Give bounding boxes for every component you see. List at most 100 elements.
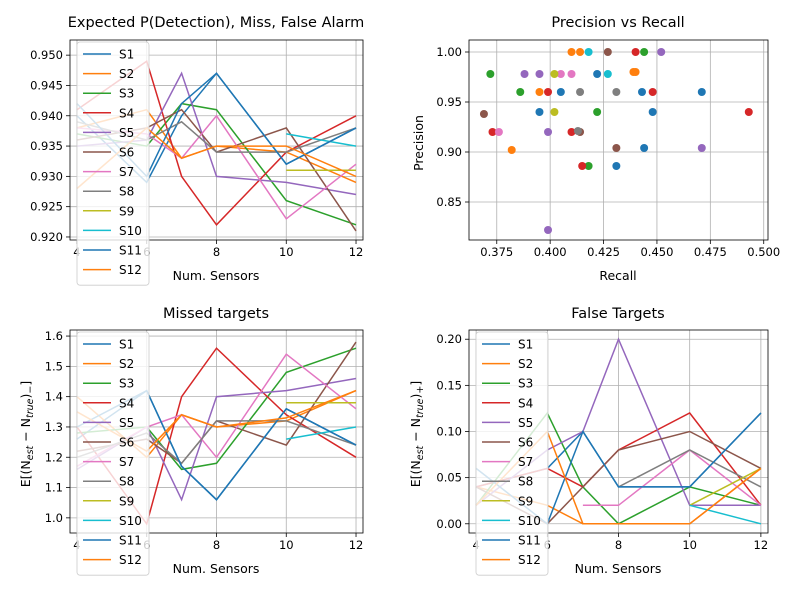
legend-label: S3	[518, 377, 533, 391]
scatter-point-s1	[556, 88, 565, 96]
axes-frame	[468, 39, 769, 241]
y-tick-label: 1.4	[45, 390, 63, 404]
scatter-point-s4	[648, 88, 657, 96]
legend-label: S7	[119, 455, 134, 469]
y-axis-label: E[(Nest − Ntrue)+]	[408, 381, 426, 488]
legend-label: S1	[518, 338, 533, 352]
legend-label: S12	[119, 263, 142, 277]
legend-label: S8	[119, 185, 134, 199]
scatter-point-s5	[535, 70, 544, 78]
scatter-point-s8	[612, 88, 621, 96]
y-tick-label: 1.0	[45, 511, 63, 525]
panel-title: False Targets	[571, 306, 664, 322]
legend-label: S9	[119, 204, 134, 218]
x-tick-label: 0.475	[694, 245, 727, 259]
scatter-point-s6	[612, 144, 621, 152]
panel-false-targets: False Targets Num. Sensors E[(Nest − Ntr…	[408, 306, 769, 576]
x-axis-label: Num. Sensors	[173, 268, 260, 283]
y-tick-label: 0.945	[30, 78, 63, 92]
legend-label: S4	[119, 396, 134, 410]
panel-title: Missed targets	[163, 306, 269, 322]
y-axis-label: E[(Nest − Ntrue)−]	[18, 381, 36, 488]
panel-title: Precision vs Recall	[551, 15, 684, 31]
legend-label: S5	[119, 126, 134, 140]
scatter-point-s4	[631, 48, 640, 56]
y-tick-label: 1.5	[45, 359, 63, 373]
legend-label: S12	[518, 553, 541, 567]
series-line-s10	[689, 504, 762, 525]
legend-label: S6	[518, 436, 533, 450]
legend-label: S7	[119, 165, 134, 179]
legend-label: S5	[518, 416, 533, 430]
y-axis-label: Precision	[411, 115, 426, 171]
x-tick-label: 0.500	[747, 245, 780, 259]
x-tick-label: 10	[279, 538, 294, 552]
scatter-point-s1	[648, 108, 657, 116]
series-line-s7	[582, 449, 762, 507]
x-tick-label: 8	[615, 538, 622, 552]
legend-label: S4	[119, 106, 134, 120]
y-tick-label: 0.930	[30, 169, 63, 183]
scatter-point-s5	[697, 144, 706, 152]
scatter-point-s5	[544, 128, 553, 136]
scatter-point-s1	[640, 144, 649, 152]
y-tick-label: 0.85	[436, 195, 462, 209]
x-tick-label: 10	[279, 245, 294, 259]
x-tick-label: 0.450	[640, 245, 673, 259]
scatter-point-s4	[544, 88, 553, 96]
y-tick-label: 0.10	[436, 425, 462, 439]
axes-frame	[69, 39, 364, 241]
x-tick-label: 10	[682, 538, 697, 552]
scatter-point-s7	[567, 70, 576, 78]
scatter-point-s3	[516, 88, 525, 96]
scatter-point-s1	[612, 162, 621, 170]
y-tick-label: 0.15	[436, 378, 462, 392]
legend-label: S10	[119, 514, 142, 528]
legend-label: S9	[119, 494, 134, 508]
series-line-s10	[286, 133, 357, 147]
legend-label: S11	[119, 534, 142, 548]
scatter-point-s12	[631, 68, 640, 76]
x-tick-label: 12	[349, 538, 364, 552]
scatter-point-s7	[494, 128, 503, 136]
scatter-point-s8	[573, 127, 582, 135]
legend-label: S1	[119, 48, 134, 62]
legend-label: S2	[518, 357, 533, 371]
x-tick-label: 0.375	[480, 245, 513, 259]
scatter-point-s5	[657, 48, 666, 56]
scatter-point-s3	[640, 48, 649, 56]
x-tick-label: 0.400	[534, 245, 567, 259]
y-tick-label: 0.920	[30, 230, 63, 244]
scatter-point-s7	[556, 70, 565, 78]
legend-label: S6	[119, 436, 134, 450]
legend-label: S7	[518, 455, 533, 469]
x-axis-label: Num. Sensors	[575, 561, 662, 576]
scatter-point-s8	[576, 88, 585, 96]
legend-label: S12	[119, 553, 142, 567]
y-tick-label: 1.3	[45, 420, 63, 434]
axes-frame	[468, 329, 769, 534]
scatter-point-s1	[697, 88, 706, 96]
legend-box	[76, 331, 150, 576]
legend-label: S5	[119, 416, 134, 430]
panel-precision-vs-recall: Precision vs Recall Recall Precision 0.3…	[411, 15, 780, 283]
y-tick-label: 0.05	[436, 471, 462, 485]
y-tick-label: 1.00	[436, 45, 462, 59]
axes-frame	[69, 329, 364, 534]
series-line-s9	[689, 467, 762, 506]
x-axis-label: Num. Sensors	[173, 561, 260, 576]
y-tick-label: 0.935	[30, 139, 63, 153]
legend-label: S11	[119, 244, 142, 258]
legend-label: S9	[518, 494, 533, 508]
y-tick-label: 0.90	[436, 145, 462, 159]
x-axis-label: Recall	[599, 268, 636, 283]
y-tick-label: 0.940	[30, 109, 63, 123]
legend-box	[475, 331, 549, 576]
scatter-point-s3	[593, 108, 602, 116]
scatter-point-s3	[486, 70, 495, 78]
legend-box	[76, 41, 150, 286]
x-tick-label: 8	[213, 245, 220, 259]
y-tick-label: 0.20	[436, 332, 462, 346]
scatter-point-s9	[550, 70, 559, 78]
y-tick-label: 0.950	[30, 48, 63, 62]
